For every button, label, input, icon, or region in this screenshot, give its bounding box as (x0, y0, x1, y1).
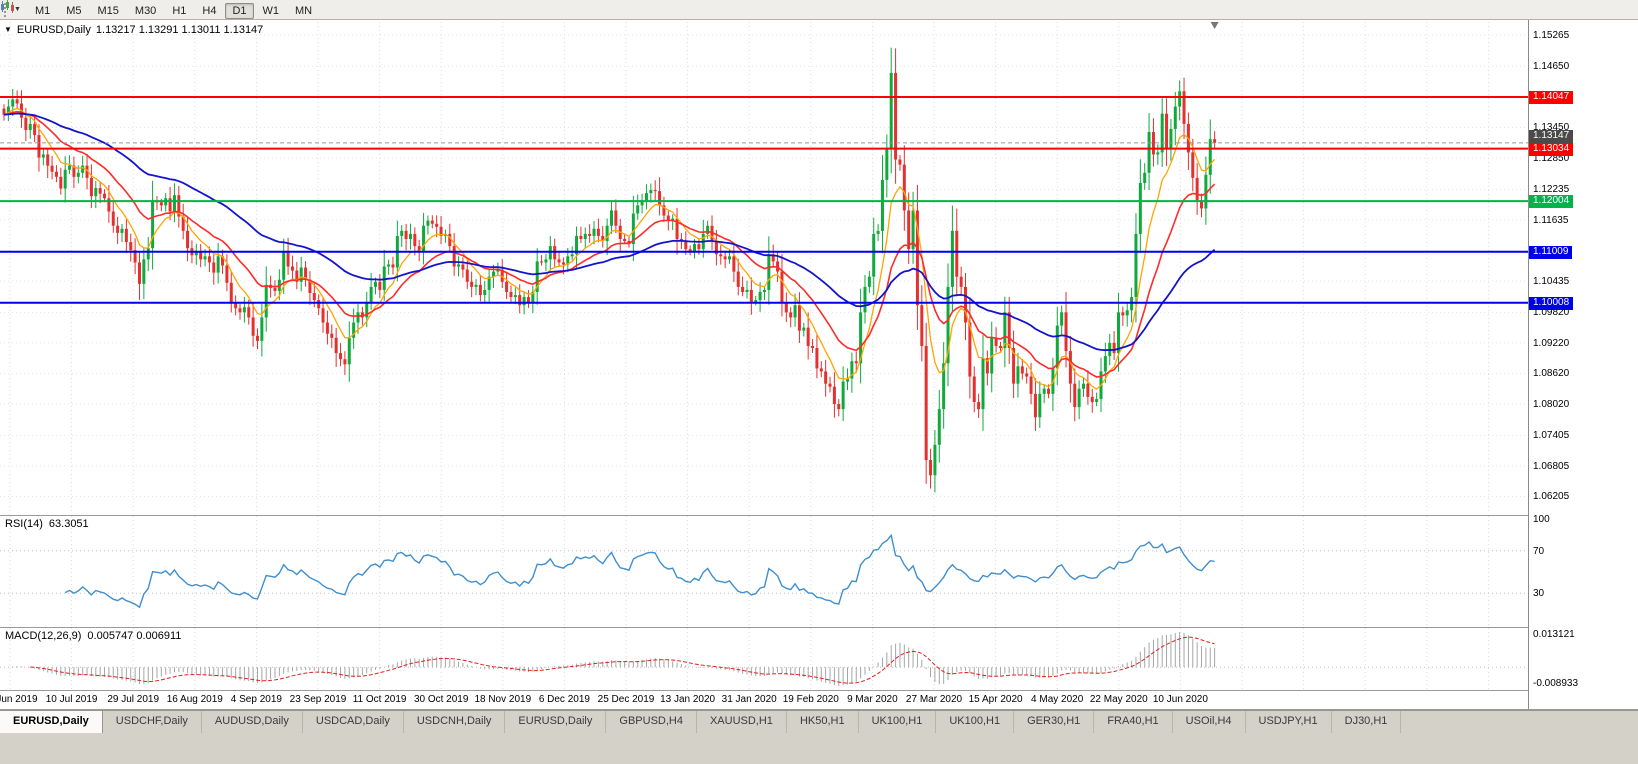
timeframe-button-m30[interactable]: M30 (134, 4, 157, 17)
price-tick: 1.10435 (1533, 276, 1570, 288)
rsi-label: RSI(14) (5, 518, 43, 530)
chart-tab-hk50-h1[interactable]: HK50,H1 (787, 711, 859, 733)
panel-divider[interactable] (0, 515, 1638, 516)
candlestick-chart-icon (1, 0, 14, 13)
date-tick: 22 May 2020 (1089, 694, 1148, 705)
timeframe-button-w1[interactable]: W1 (262, 4, 280, 17)
price-tick: 1.08020 (1533, 399, 1570, 411)
timeframe-buttons: M1 M5 M15 M30 H1 H4 D1 W1 MN (27, 1, 320, 19)
rsi-value: 63.3051 (48, 518, 89, 530)
price-badge: 1.13034 (1529, 142, 1574, 156)
timeframe-button-m15[interactable]: M15 (97, 4, 119, 17)
price-axis[interactable]: 1.15265 1.14650 1.13450 1.12850 1.12235 1.116… (1528, 20, 1638, 709)
macd-panel: MACD(12,26,9) 0.005747 0.006911 (0, 628, 1528, 690)
rsi-level-tick: 30 (1533, 588, 1545, 600)
timeframe-button-m5[interactable]: M5 (66, 4, 82, 17)
chevron-down-icon: ▼ (14, 6, 21, 13)
chart-tab-usdchf-daily[interactable]: USDCHF,Daily (103, 711, 202, 733)
date-tick: 4 Sep 2019 (230, 694, 282, 705)
price-badge: 1.12004 (1529, 195, 1574, 209)
price-badge: 1.14047 (1529, 91, 1574, 105)
rsi-level-tick: 100 (1533, 514, 1550, 525)
date-tick: 18 Nov 2019 (474, 694, 532, 705)
chart-tab-uk100-h1[interactable]: UK100,H1 (936, 711, 1015, 733)
chart-tab-audusd-daily[interactable]: AUDUSD,Daily (202, 711, 303, 733)
macd-label: MACD(12,26,9) (5, 630, 82, 642)
date-tick: 27 Mar 2020 (905, 694, 963, 705)
toolbar-grip-handle[interactable] (4, 2, 9, 17)
chart-tab-eurusd-daily[interactable]: EURUSD,Daily (505, 711, 607, 733)
price-tick: 1.14650 (1533, 61, 1570, 73)
chart-tab-ger30-h1[interactable]: GER30,H1 (1014, 711, 1095, 733)
date-tick: 31 Jan 2020 (721, 694, 777, 705)
date-tick: 25 Dec 2019 (597, 694, 655, 705)
timeframe-button-d1[interactable]: D1 (225, 2, 254, 19)
price-tick: 1.06205 (1533, 491, 1570, 503)
main-chart-panel: ▼ EURUSD,Daily 1.13217 1.13291 1.13011 1… (0, 20, 1528, 515)
chart-tab-usdjpy-h1[interactable]: USDJPY,H1 (1246, 711, 1332, 733)
date-tick: 10 Jun 2020 (1152, 694, 1208, 705)
price-tick: 1.13450 (1533, 122, 1570, 134)
date-tick: 11 Oct 2019 (352, 694, 407, 705)
date-tick: 4 May 2020 (1031, 694, 1084, 705)
chart-tab-usdcnh-daily[interactable]: USDCNH,Daily (404, 711, 506, 733)
date-tick: 6 Dec 2019 (538, 694, 590, 705)
macd-canvas[interactable] (0, 628, 1528, 690)
one-click-trading-toggle[interactable]: ▼ (4, 25, 12, 34)
panel-divider[interactable] (0, 627, 1638, 628)
price-badge: 1.11009 (1529, 245, 1573, 259)
time-axis[interactable]: 21 Jun 2019 10 Jul 2019 29 Jul 2019 16 Aug … (0, 691, 1528, 709)
timeframe-button-mn[interactable]: MN (295, 4, 313, 17)
timeframe-button-h1[interactable]: H1 (172, 4, 187, 17)
timeframe-toolbar: ▼ M1 M5 M15 M30 H1 H4 D1 W1 MN (0, 0, 1638, 20)
chart-symbol-label: EURUSD,Daily (16, 24, 91, 36)
chart-tab-xauusd-h1[interactable]: XAUUSD,H1 (697, 711, 787, 733)
panel-divider[interactable] (0, 690, 1638, 691)
rsi-panel: RSI(14) 63.3051 (0, 516, 1528, 627)
macd-min-tick: -0.008933 (1533, 678, 1579, 689)
chart-ohlc-values: 1.13217 1.13291 1.13011 1.13147 (95, 24, 264, 36)
price-tick: 1.15265 (1533, 29, 1570, 41)
price-tick: 1.11635 (1533, 214, 1569, 226)
date-tick: 15 Apr 2020 (968, 694, 1023, 705)
date-tick: 23 Sep 2019 (289, 694, 347, 705)
price-tick: 1.12850 (1533, 153, 1570, 164)
date-tick: 10 Jul 2019 (45, 694, 98, 705)
date-tick: 16 Aug 2019 (166, 694, 223, 705)
date-tick: 30 Oct 2019 (413, 694, 469, 705)
price-chart-canvas[interactable] (0, 20, 1528, 515)
timeframe-button-h4[interactable]: H4 (202, 4, 217, 17)
price-tick: 1.12235 (1533, 184, 1570, 196)
rsi-header: RSI(14) 63.3051 (5, 518, 89, 530)
chart-tab-dj30-h1[interactable]: DJ30,H1 (1332, 711, 1402, 733)
date-tick: 29 Jul 2019 (107, 694, 160, 705)
panel-divider (0, 709, 1638, 710)
chart-tab-bar: EURUSD,Daily USDCHF,Daily AUDUSD,Daily USDC… (0, 710, 1638, 733)
date-tick: 9 Mar 2020 (847, 694, 898, 705)
macd-header: MACD(12,26,9) 0.005747 0.006911 (5, 630, 181, 642)
timeframe-button-m1[interactable]: M1 (34, 4, 51, 17)
price-tick: 1.09220 (1533, 337, 1570, 349)
price-tick: 1.09820 (1533, 307, 1570, 319)
macd-max-tick: 0.013121 (1533, 629, 1575, 640)
rsi-level-tick: 70 (1533, 545, 1545, 557)
price-tick: 1.06805 (1533, 460, 1570, 472)
date-tick: 21 Jun 2019 (0, 694, 38, 705)
macd-values: 0.005747 0.006911 (87, 630, 182, 642)
bid-price-badge: 1.13147 (1529, 129, 1574, 143)
chart-periodicity-button[interactable]: ▼ (1, 0, 21, 13)
price-badge: 1.10008 (1529, 296, 1574, 310)
chart-tab-uk100-h1[interactable]: UK100,H1 (859, 711, 937, 733)
chart-tab-usoil-h4[interactable]: USOil,H4 (1173, 711, 1246, 733)
chart-tab-fra40-h1[interactable]: FRA40,H1 (1094, 711, 1173, 733)
date-tick: 19 Feb 2020 (782, 694, 839, 705)
date-tick: 13 Jan 2020 (660, 694, 716, 705)
chart-tab-usdcad-daily[interactable]: USDCAD,Daily (303, 711, 404, 733)
price-tick: 1.07405 (1533, 430, 1570, 442)
rsi-canvas[interactable] (0, 516, 1528, 627)
chart-tab-eurusd-daily[interactable]: EURUSD,Daily (0, 711, 103, 733)
price-tick: 1.08620 (1533, 368, 1570, 380)
chart-tab-gbpusd-h4[interactable]: GBPUSD,H4 (606, 711, 697, 733)
chart-title: ▼ EURUSD,Daily 1.13217 1.13291 1.13011 1… (4, 24, 263, 36)
